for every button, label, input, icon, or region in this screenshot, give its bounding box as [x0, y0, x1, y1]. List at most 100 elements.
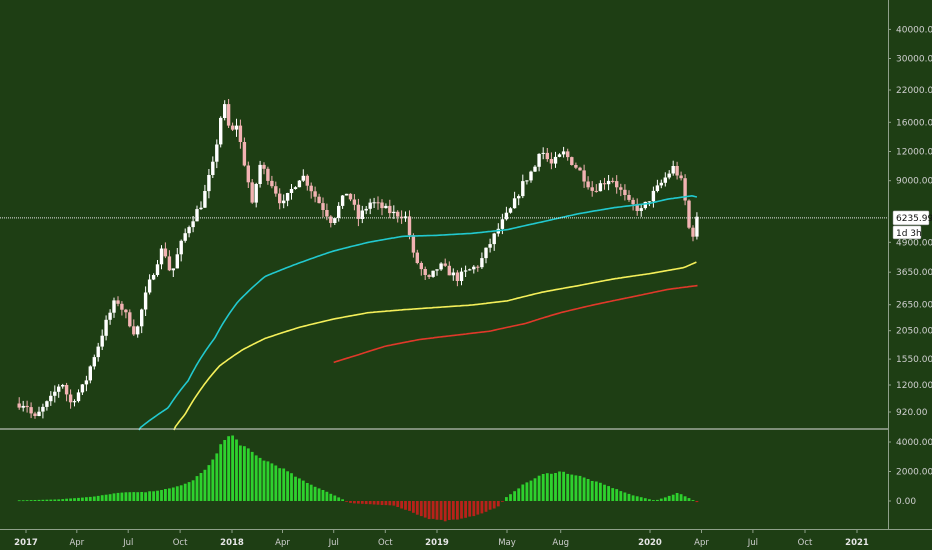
- candle: [451, 268, 455, 281]
- candle-body: [84, 380, 89, 385]
- histogram-bar: [207, 465, 211, 501]
- candle: [195, 205, 199, 222]
- time-axis[interactable]: 2017 Apr Jul Oct 2018 Apr Jul Oct 2019 May Aug 2020…: [14, 529, 869, 548]
- histogram-bar: [152, 491, 155, 501]
- candle: [344, 193, 349, 196]
- candle: [104, 315, 108, 341]
- time-tick-label: 2017: [14, 538, 38, 548]
- candle: [508, 207, 513, 214]
- candle-body: [687, 200, 691, 228]
- candle: [258, 160, 262, 188]
- candle-body: [171, 268, 175, 271]
- candle-body: [695, 216, 699, 237]
- candle: [219, 116, 223, 148]
- candle-body: [124, 309, 128, 313]
- price-axis[interactable]: 40000.00 30000.00 22000.00 16000.00 12000.00…: [888, 25, 932, 418]
- histogram-bar: [57, 499, 61, 501]
- time-tick-label: Oct: [378, 538, 393, 548]
- candle: [337, 202, 341, 222]
- histogram-bar: [243, 446, 246, 501]
- indicator-tick-label: 2000.00: [896, 468, 932, 478]
- candle-body: [427, 275, 431, 277]
- candle: [553, 151, 558, 168]
- bar-countdown: 1d 3h: [896, 229, 922, 239]
- histogram-bar: [92, 496, 96, 501]
- candle: [396, 210, 400, 223]
- histogram-bar: [652, 500, 655, 501]
- histogram-bar: [124, 492, 128, 501]
- histogram-bar: [648, 499, 651, 501]
- candle: [566, 148, 570, 161]
- candle: [155, 260, 160, 277]
- candle: [639, 204, 643, 217]
- indicator-axis[interactable]: 4000.00 2000.00 0.00: [888, 438, 932, 507]
- histogram-bar: [73, 498, 76, 501]
- histogram-bar: [345, 501, 348, 502]
- time-tick-label: 2021: [845, 538, 869, 548]
- candle: [537, 153, 541, 172]
- histogram-bar: [274, 465, 278, 501]
- candle-body: [635, 204, 639, 211]
- candle: [72, 399, 77, 407]
- candle-body: [234, 125, 239, 130]
- candle: [376, 196, 380, 210]
- candle: [289, 184, 294, 200]
- histogram-bar: [286, 471, 289, 501]
- histogram-bar: [81, 497, 84, 501]
- candle: [80, 384, 85, 395]
- candles-layer: [17, 99, 699, 419]
- candle-body: [64, 385, 69, 395]
- candle: [151, 273, 156, 281]
- candle-body: [451, 272, 455, 276]
- candle: [364, 206, 368, 215]
- histogram-bar: [671, 494, 675, 501]
- candle-body: [574, 165, 578, 168]
- histogram-bar: [156, 490, 159, 501]
- histogram-bar: [168, 488, 171, 501]
- candle: [140, 308, 144, 334]
- candle: [136, 325, 140, 338]
- histogram-bar: [615, 489, 619, 501]
- candle: [33, 411, 37, 419]
- candle-body: [411, 235, 416, 253]
- histogram-bar: [104, 494, 108, 501]
- histogram-bar: [282, 468, 286, 501]
- candle-body: [29, 407, 33, 414]
- candle: [321, 197, 325, 218]
- candle-body: [468, 269, 472, 271]
- candle-body: [659, 182, 663, 186]
- histogram-bar: [88, 496, 92, 501]
- price-tick-label: 4900.00: [896, 238, 932, 248]
- candle-body: [61, 385, 65, 387]
- candle: [96, 342, 100, 362]
- candle: [53, 385, 57, 403]
- candle: [651, 186, 656, 208]
- candle-body: [488, 244, 492, 248]
- candle: [582, 164, 586, 188]
- candle: [112, 297, 116, 318]
- time-tick-label: Apr: [69, 538, 84, 548]
- histogram-bar: [37, 499, 41, 501]
- candle-body: [480, 258, 484, 268]
- candle-body: [443, 263, 447, 266]
- candle: [683, 174, 687, 206]
- candle: [570, 156, 574, 166]
- candle-body: [340, 195, 345, 206]
- candle: [246, 161, 250, 188]
- histogram-bar: [408, 501, 411, 511]
- candle-body: [305, 175, 309, 186]
- candle: [372, 197, 376, 208]
- price-tick-label: 3650.00: [896, 268, 932, 278]
- histogram-bar: [266, 461, 270, 501]
- candle-body: [594, 190, 598, 192]
- candle: [262, 162, 266, 175]
- histogram-bar: [144, 492, 147, 501]
- candle: [439, 262, 443, 271]
- candle: [167, 250, 172, 272]
- candle: [488, 238, 492, 253]
- histogram-bar: [396, 501, 400, 507]
- candle-body: [116, 300, 120, 304]
- histogram-bar: [77, 497, 80, 501]
- histogram-bar: [574, 475, 578, 501]
